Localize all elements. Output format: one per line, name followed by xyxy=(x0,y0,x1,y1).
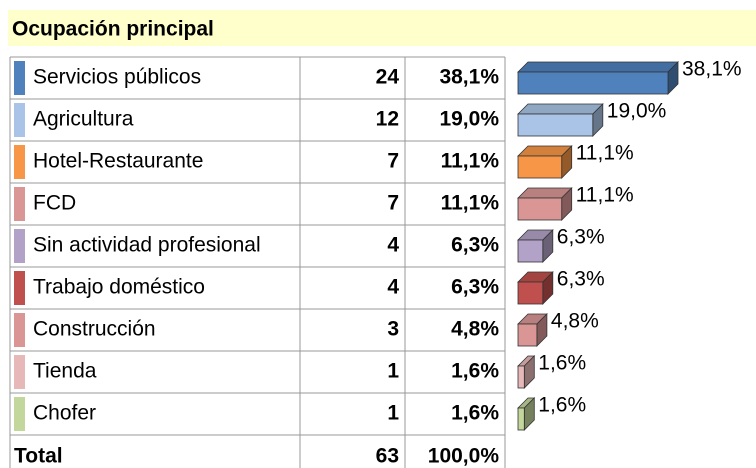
count-label: 3 xyxy=(387,318,399,341)
legend-swatch xyxy=(14,187,25,221)
bar-top xyxy=(517,103,604,115)
total-count: 63 xyxy=(376,445,399,468)
bar xyxy=(517,239,544,263)
count-label: 4 xyxy=(387,234,399,257)
count-label: 12 xyxy=(376,108,399,131)
total-percent: 100,0% xyxy=(428,445,500,468)
bar xyxy=(517,323,538,347)
bar-value-label: 4,8% xyxy=(551,310,599,333)
bar-value-label: 11,1% xyxy=(576,142,634,165)
legend-swatch xyxy=(14,271,25,305)
total-label: Total xyxy=(14,445,63,468)
legend-swatch xyxy=(14,397,25,431)
percent-label: 38,1% xyxy=(439,66,499,89)
chart-title: Ocupación principal xyxy=(12,18,214,41)
percent-label: 1,6% xyxy=(451,360,499,383)
bar-value-label: 11,1% xyxy=(576,184,634,207)
bar xyxy=(517,407,525,431)
category-label: FCD xyxy=(33,192,76,215)
bar xyxy=(517,365,525,389)
legend-swatch xyxy=(14,145,25,179)
category-label: Trabajo doméstico xyxy=(33,276,205,299)
percent-label: 6,3% xyxy=(451,276,499,299)
legend-swatch xyxy=(14,229,25,263)
bar-value-label: 6,3% xyxy=(557,268,605,291)
category-label: Agricultura xyxy=(33,108,134,131)
percent-label: 11,1% xyxy=(441,150,500,173)
count-label: 1 xyxy=(387,360,399,383)
count-label: 7 xyxy=(387,192,399,215)
bar-value-label: 19,0% xyxy=(607,100,667,123)
category-label: Tienda xyxy=(33,360,97,383)
bar-value-label: 1,6% xyxy=(538,394,586,417)
bar-value-label: 6,3% xyxy=(557,226,605,249)
bar-top xyxy=(517,61,679,73)
legend-swatch xyxy=(14,355,25,389)
bar-value-label: 1,6% xyxy=(538,352,586,375)
count-label: 7 xyxy=(387,150,399,173)
legend-swatch xyxy=(14,313,25,347)
category-label: Construcción xyxy=(33,318,156,341)
count-label: 24 xyxy=(376,66,400,89)
legend-swatch xyxy=(14,103,25,137)
count-label: 1 xyxy=(387,402,399,425)
category-label: Hotel-Restaurante xyxy=(33,150,203,173)
percent-label: 1,6% xyxy=(451,402,499,425)
bar xyxy=(517,281,544,305)
bar xyxy=(517,71,669,95)
category-label: Servicios públicos xyxy=(33,66,201,89)
percent-label: 19,0% xyxy=(439,108,499,131)
bar xyxy=(517,113,594,137)
bar xyxy=(517,197,563,221)
count-label: 4 xyxy=(387,276,399,299)
category-label: Sin actividad profesional xyxy=(33,234,261,257)
percent-label: 11,1% xyxy=(441,192,500,215)
bar xyxy=(517,155,563,179)
bar-value-label: 38,1% xyxy=(682,58,742,81)
legend-swatch xyxy=(14,61,25,95)
percent-label: 4,8% xyxy=(451,318,499,341)
title-band xyxy=(8,10,756,46)
percent-label: 6,3% xyxy=(451,234,499,257)
category-label: Chofer xyxy=(33,402,96,425)
